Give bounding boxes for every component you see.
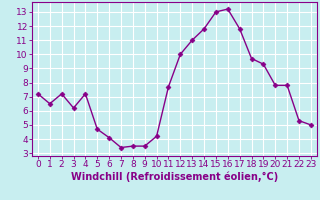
X-axis label: Windchill (Refroidissement éolien,°C): Windchill (Refroidissement éolien,°C) — [71, 172, 278, 182]
